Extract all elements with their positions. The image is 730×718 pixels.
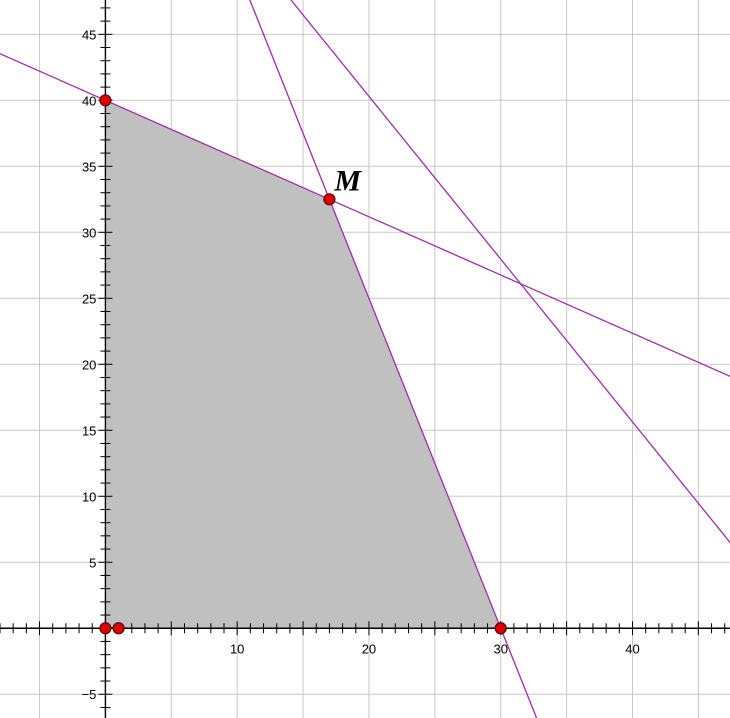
x-intercept-point[interactable] <box>494 622 507 635</box>
tick-labels: 10 20 30 40 −5 5 10 15 20 25 30 35 40 45 <box>82 27 640 702</box>
feasible-region <box>105 100 501 629</box>
y-tick-label: 30 <box>82 225 96 240</box>
y-tick-label: 45 <box>82 27 96 42</box>
x-tick-label: 20 <box>362 641 376 656</box>
x-tick-label: 30 <box>493 641 507 656</box>
x-tick-label: 40 <box>625 641 639 656</box>
y-tick-label: 25 <box>82 291 96 306</box>
vertex-m-point[interactable] <box>323 193 336 206</box>
origin-point[interactable] <box>99 622 112 635</box>
level-line-line <box>290 0 730 544</box>
feasible-region-layer <box>105 100 501 629</box>
points[interactable]: M <box>99 94 507 635</box>
y-tick-label: 40 <box>82 93 96 108</box>
vertex-m-label: M <box>333 164 362 197</box>
boundary-b-line <box>249 0 538 718</box>
x-tick-label: 10 <box>230 641 244 656</box>
y-tick-label: 35 <box>82 159 96 174</box>
y-tick-label: 10 <box>82 489 96 504</box>
y-tick-label: 15 <box>82 423 96 438</box>
y-tick-label: −5 <box>82 687 97 702</box>
boundary-a-line <box>0 53 730 377</box>
y-tick-label: 20 <box>82 357 96 372</box>
y-intercept-point[interactable] <box>99 94 112 107</box>
y-tick-label: 5 <box>89 555 96 570</box>
axis-point-point[interactable] <box>112 622 125 635</box>
